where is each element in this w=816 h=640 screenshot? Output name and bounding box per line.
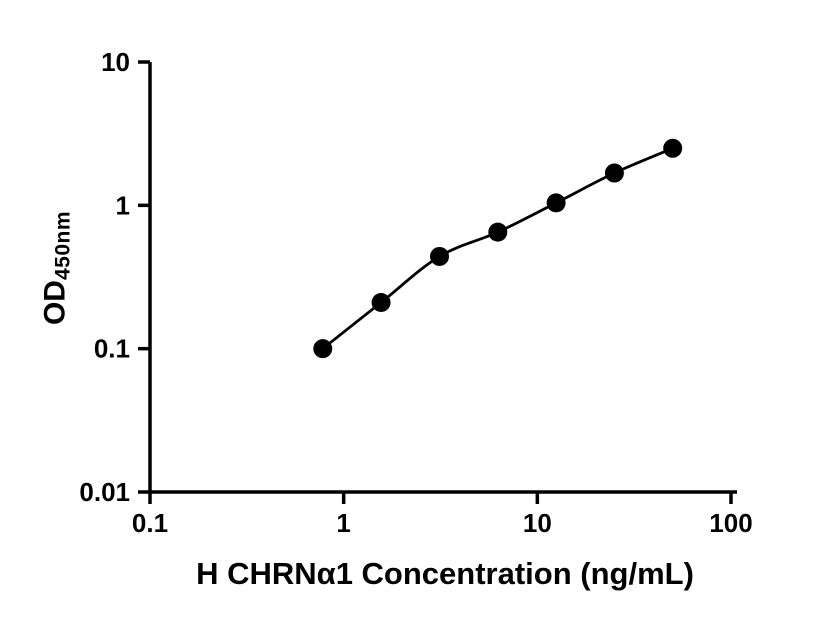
data-point — [313, 339, 333, 359]
x-tick-label: 1 — [336, 508, 350, 538]
y-axis-title-sub: 450nm — [51, 210, 75, 281]
data-point — [488, 222, 508, 242]
y-tick-label: 1 — [116, 190, 130, 220]
data-point — [430, 246, 450, 266]
x-axis-title: H CHRNα1 Concentration (ng/mL) — [196, 556, 694, 591]
y-axis-title-main: OD — [38, 280, 72, 326]
x-tick-label: 0.1 — [132, 508, 168, 538]
data-point — [546, 193, 566, 213]
x-tick-label: 10 — [523, 508, 552, 538]
y-tick-label: 0.1 — [94, 334, 130, 364]
y-tick-label: 0.01 — [79, 477, 130, 507]
y-axis-title: OD450nm — [39, 211, 76, 325]
axis-spine — [148, 62, 737, 494]
data-point — [371, 292, 391, 312]
y-tick-label: 10 — [101, 47, 130, 77]
data-point — [663, 138, 683, 158]
x-tick-label: 100 — [709, 508, 752, 538]
data-point — [604, 163, 624, 183]
